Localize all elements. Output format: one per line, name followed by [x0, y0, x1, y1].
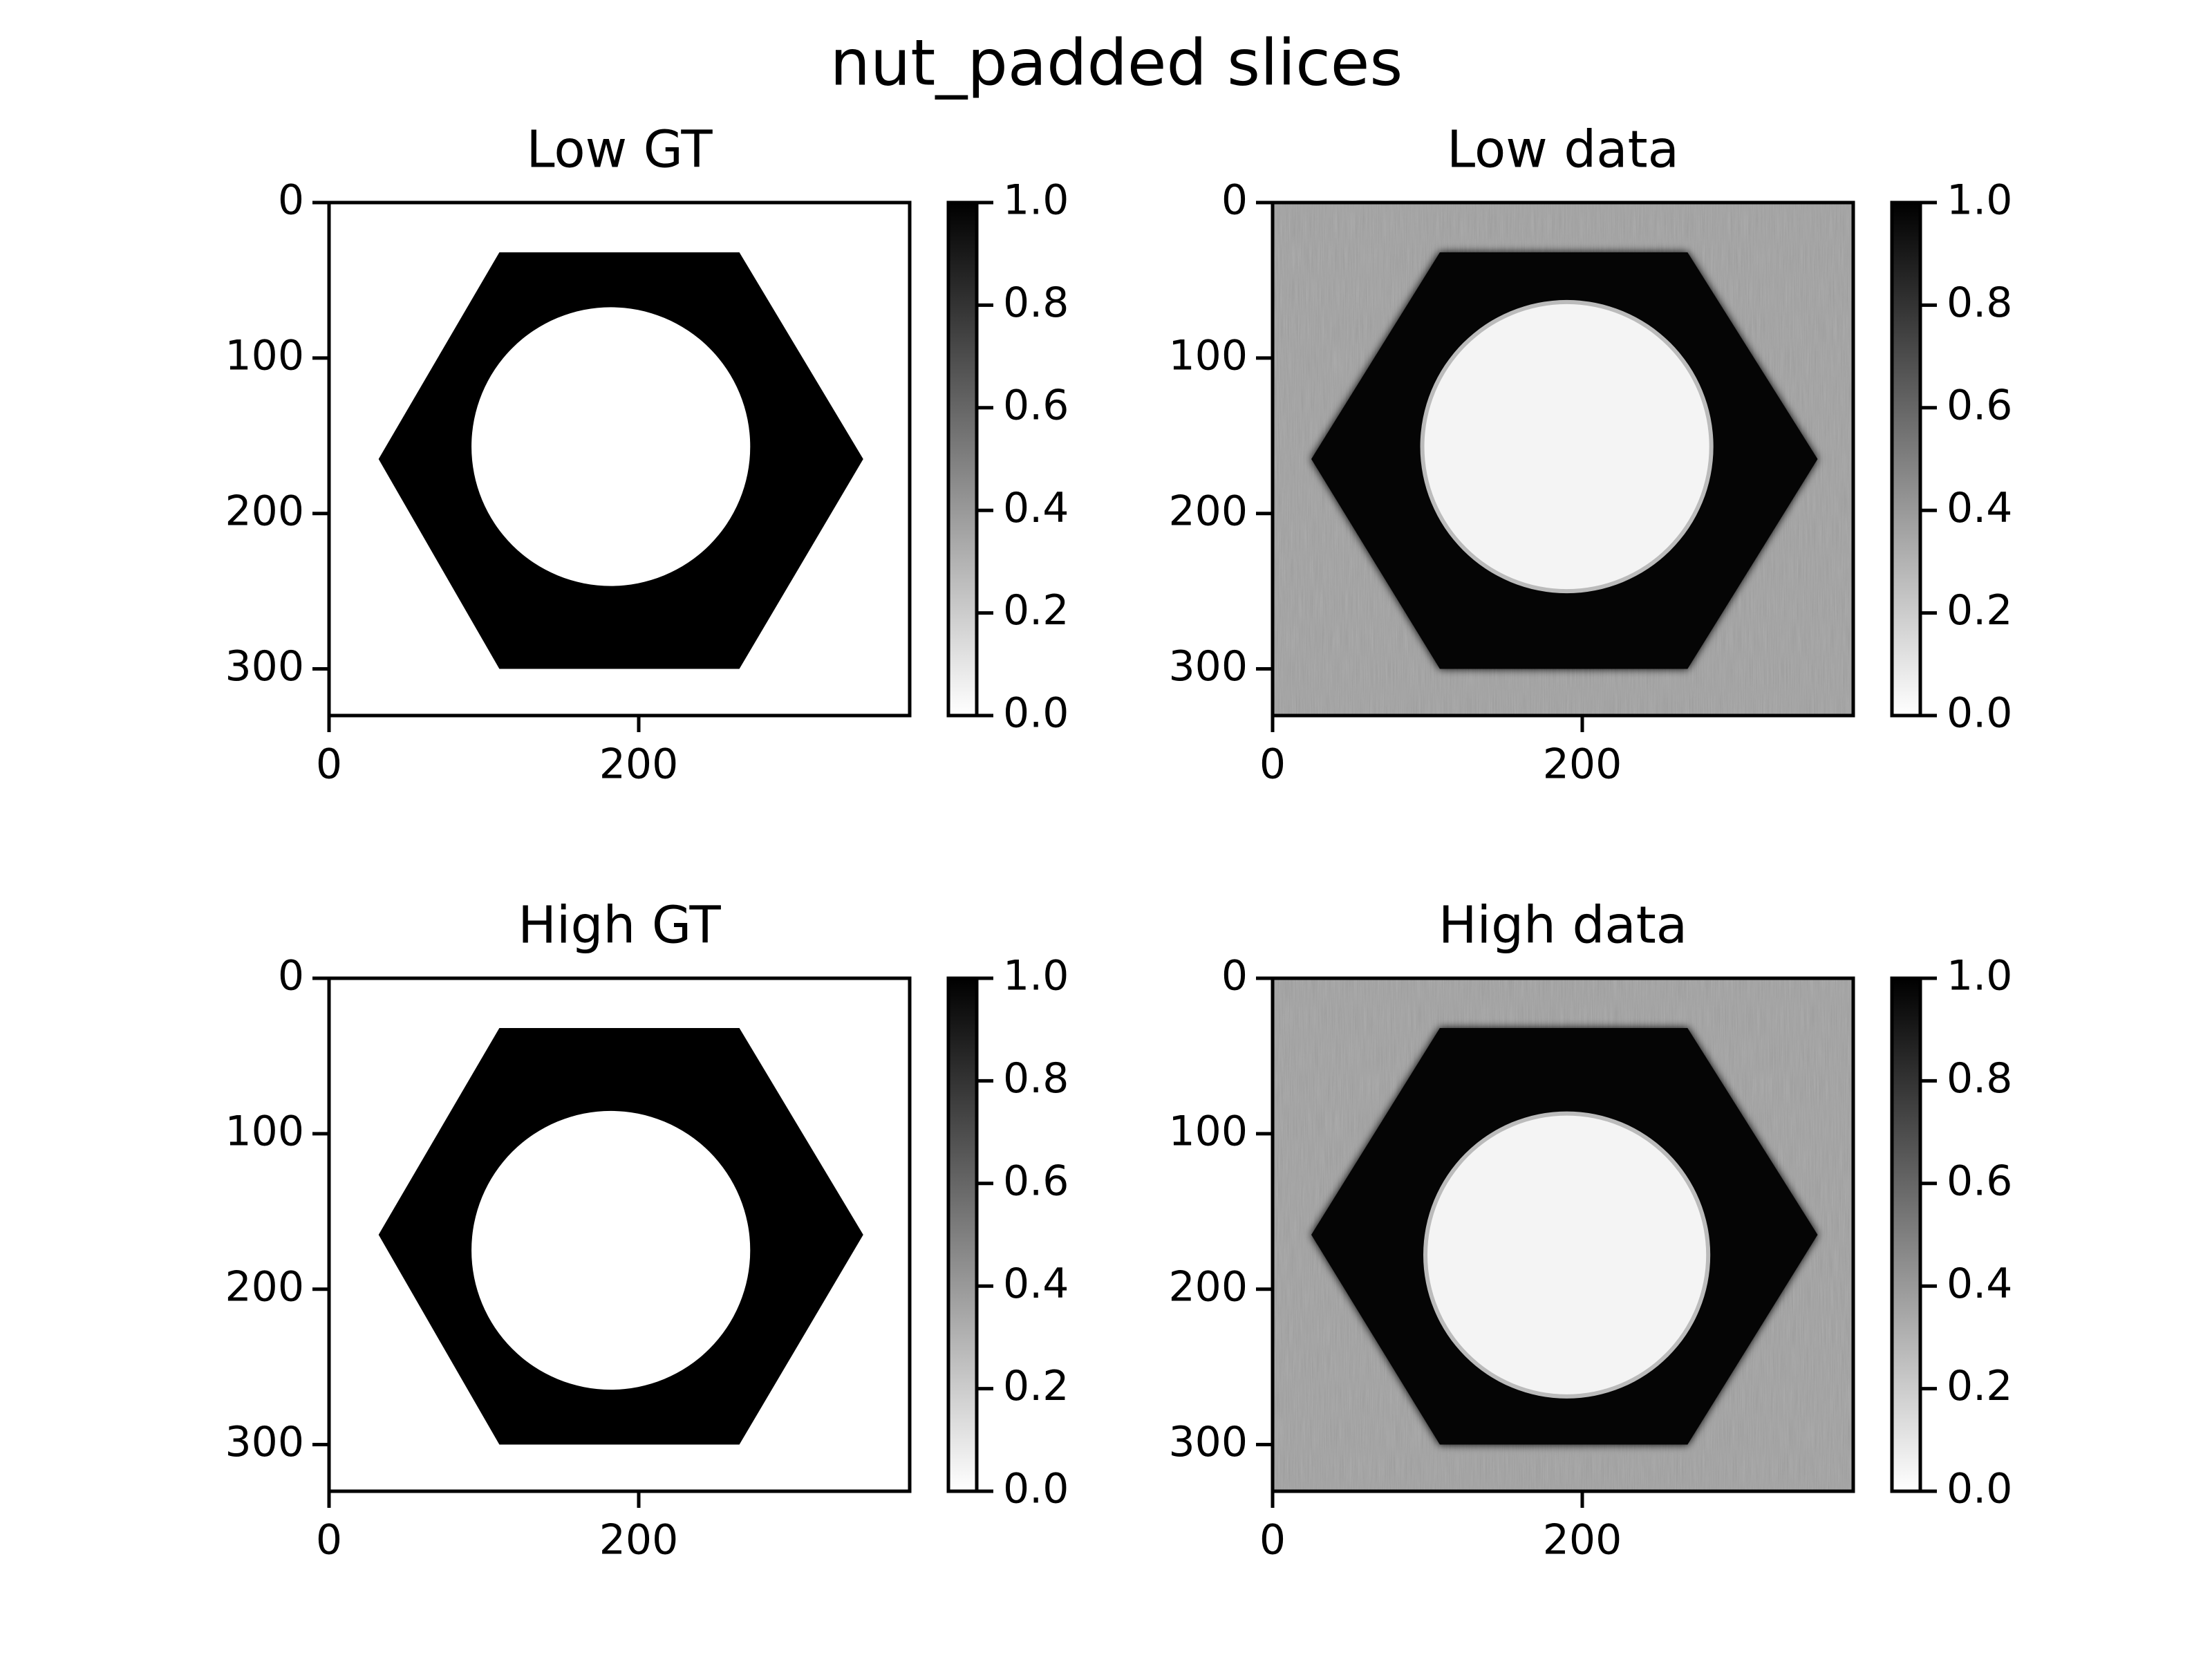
x-tick-label: 200: [599, 1516, 679, 1565]
colorbar-tick-label: 0.4: [1947, 484, 2012, 532]
colorbar-tick-label: 0.6: [1947, 1157, 2012, 1205]
x-tick-label: 0: [1259, 1516, 1286, 1565]
colorbar-tick-label: 0.6: [1003, 381, 1069, 429]
colorbar-tick-label: 0.4: [1003, 1260, 1069, 1308]
y-tick-label: 300: [225, 1418, 304, 1466]
axes-frame: [327, 200, 912, 718]
y-tick-label: 0: [278, 952, 304, 1000]
axes-frame: [327, 976, 912, 1493]
image: [329, 203, 910, 716]
image: [1273, 978, 1853, 1491]
y-tick-label: 100: [1168, 1107, 1248, 1155]
y-tick-label: 0: [278, 176, 304, 225]
subplot-title: High data: [1438, 896, 1687, 955]
colorbar-tick-label: 1.0: [1947, 952, 2012, 1000]
colorbar-tick-label: 1.0: [1003, 952, 1069, 1000]
y-tick-label: 300: [1168, 1418, 1248, 1466]
x-tick-label: 0: [316, 1516, 342, 1565]
y-tick-label: 200: [225, 487, 304, 535]
colorbar: [1890, 200, 1922, 718]
y-tick-label: 0: [1221, 952, 1248, 1000]
axes-frame: [1271, 976, 1855, 1493]
colorbar-tick-label: 0.8: [1003, 279, 1069, 327]
colorbar-tick-label: 0.2: [1003, 586, 1069, 635]
colorbar-tick-label: 0.0: [1947, 1465, 2012, 1513]
hole: [471, 1110, 751, 1390]
y-tick-label: 300: [1168, 642, 1248, 691]
colorbar-tick-label: 0.2: [1947, 1362, 2012, 1410]
colorbar-tick-label: 0.8: [1947, 1054, 2012, 1103]
y-tick-label: 200: [1168, 1262, 1248, 1311]
y-tick-label: 300: [225, 642, 304, 691]
x-tick-label: 200: [1543, 1516, 1622, 1565]
y-tick-label: 200: [225, 1262, 304, 1311]
hole: [1427, 1115, 1707, 1394]
y-tick-label: 100: [1168, 331, 1248, 380]
figure-title: nut_padded slices: [830, 26, 1403, 100]
colorbar-tick-label: 0.2: [1947, 586, 2012, 635]
colorbar: [946, 200, 979, 718]
colorbar: [1890, 976, 1922, 1493]
x-tick-label: 200: [1543, 740, 1622, 789]
colorbar-tick-label: 1.0: [1003, 176, 1069, 225]
colorbar-tick-label: 0.8: [1003, 1054, 1069, 1103]
colorbar-tick-label: 0.6: [1003, 1157, 1069, 1205]
colorbar-tick-label: 0.0: [1947, 689, 2012, 738]
subplot-title: High GT: [518, 896, 721, 955]
colorbar-tick-label: 0.4: [1947, 1260, 2012, 1308]
colorbar-tick-label: 0.2: [1003, 1362, 1069, 1410]
axes-frame: [1271, 200, 1855, 718]
subplot-title: Low data: [1447, 120, 1679, 180]
colorbar-tick-label: 0.6: [1947, 381, 2012, 429]
subplot-title: Low GT: [526, 120, 713, 180]
image: [329, 978, 910, 1491]
colorbar-tick-label: 0.4: [1003, 484, 1069, 532]
hole: [471, 307, 751, 586]
y-tick-label: 100: [225, 1107, 304, 1155]
colorbar-tick-label: 0.8: [1947, 279, 2012, 327]
colorbar-tick-label: 1.0: [1947, 176, 2012, 225]
y-tick-label: 200: [1168, 487, 1248, 535]
image: [1273, 203, 1853, 716]
hole: [1424, 304, 1709, 590]
colorbar-tick-label: 0.0: [1003, 1465, 1069, 1513]
colorbar: [946, 976, 979, 1493]
y-tick-label: 0: [1221, 176, 1248, 225]
x-tick-label: 200: [599, 740, 679, 789]
y-tick-label: 100: [225, 331, 304, 380]
colorbar-tick-label: 0.0: [1003, 689, 1069, 738]
x-tick-label: 0: [1259, 740, 1286, 789]
x-tick-label: 0: [316, 740, 342, 789]
